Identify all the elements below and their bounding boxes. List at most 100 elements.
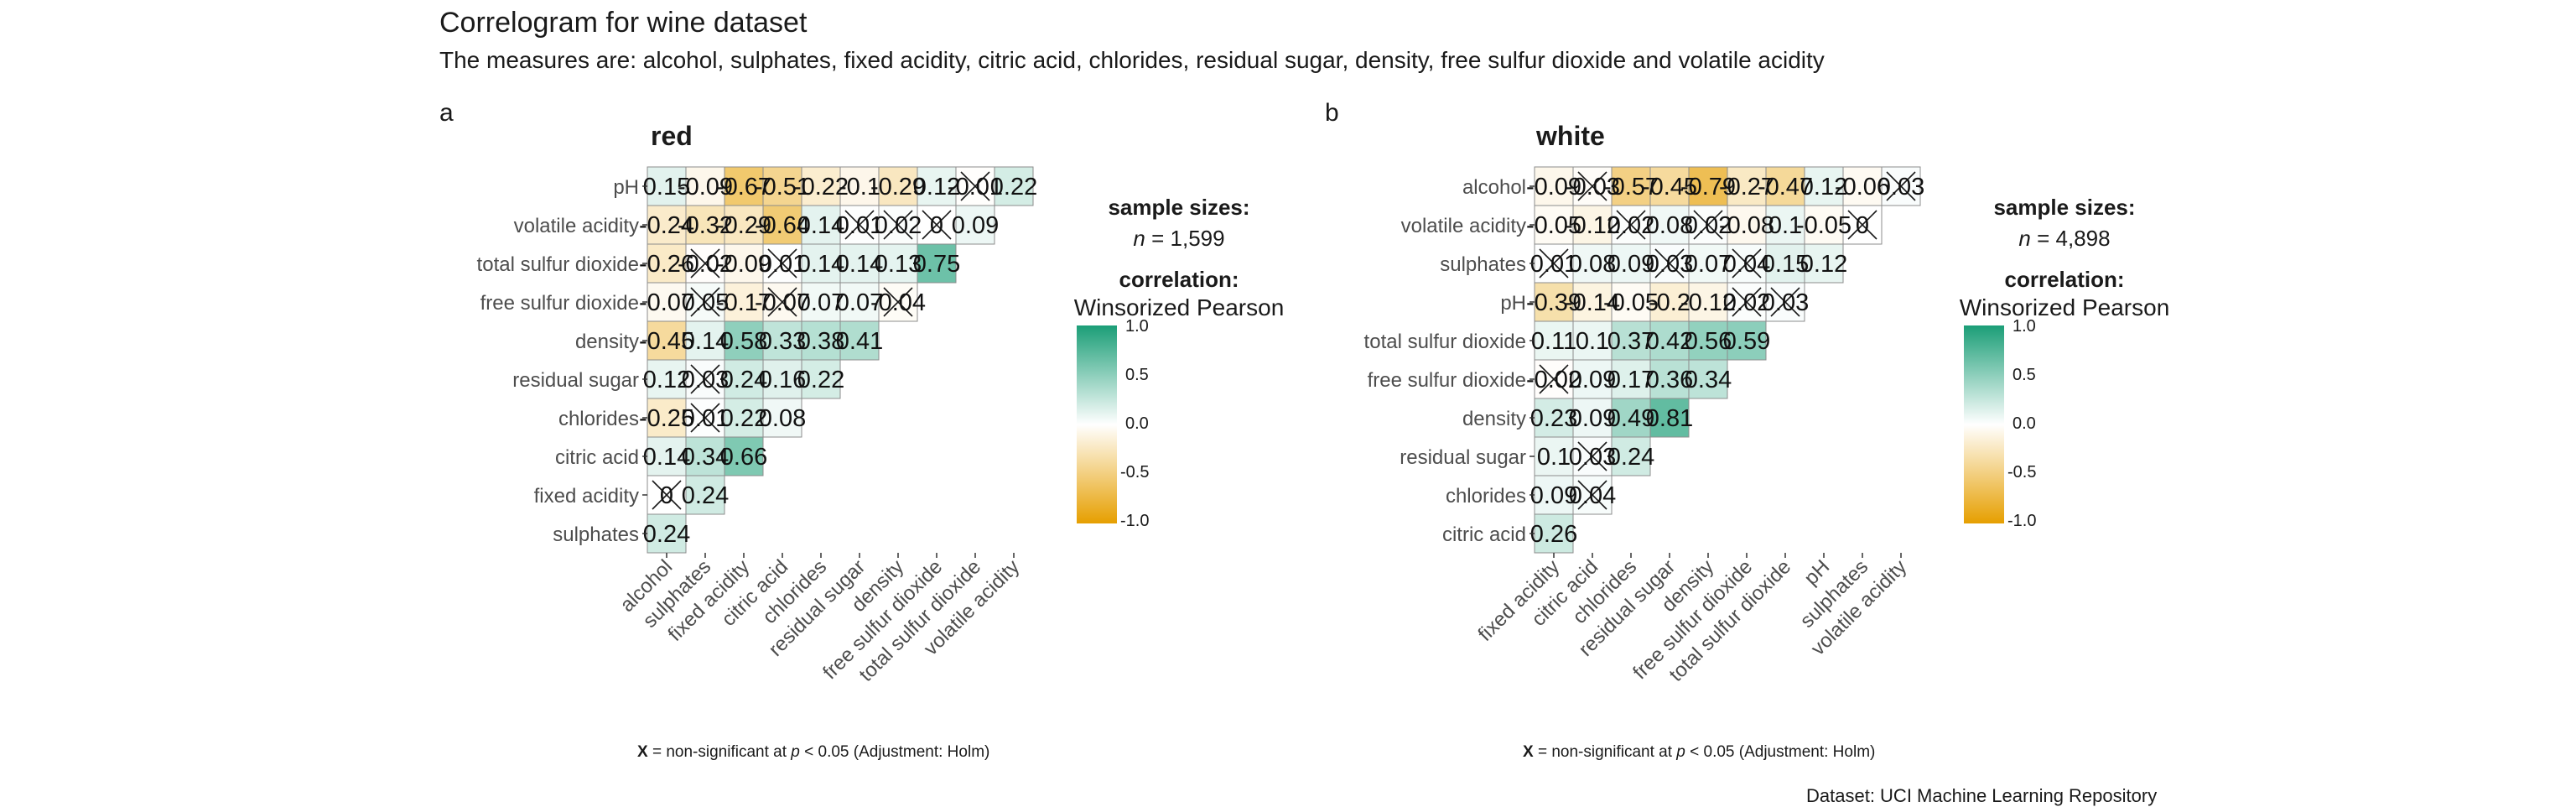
cell-value-label: -0.47 (1758, 174, 1813, 200)
cell-value-label: -0.06 (1835, 174, 1890, 200)
cell-value-label: -0.07 (639, 289, 694, 316)
heat-cell (1804, 205, 1844, 245)
nonsignificant-cross (1693, 210, 1723, 240)
cell-value-label: 0.37 (1607, 328, 1654, 355)
cell-value-label: -0.32 (678, 212, 733, 239)
footnote-red: X = non-significant at p < 0.05 (Adjustm… (637, 743, 989, 762)
cell-value-label: 0.09 (1569, 367, 1616, 393)
nonsignificant-cross (883, 210, 913, 240)
cell-value-label: 0.15 (643, 174, 690, 200)
y-tick-label: citric acid (555, 446, 639, 469)
cell-value-label: 0.02 (1607, 212, 1654, 239)
heat-cell (762, 320, 802, 361)
heat-cell (1804, 243, 1844, 284)
sample-size-value: 1,599 (1170, 226, 1225, 251)
cell-value-label: -0.09 (716, 251, 771, 278)
nonsignificant-cross (1732, 287, 1762, 317)
cell-value-label: 0.22 (990, 174, 1037, 200)
cell-value-label: 0.08 (759, 405, 806, 432)
cell-value-label: 0.09 (952, 212, 999, 239)
y-tick-label: volatile acidity (514, 215, 639, 237)
cell-value-label: 0.09 (1607, 251, 1654, 278)
cell-value-label: 0.34 (1685, 367, 1732, 393)
heat-cell (1572, 282, 1613, 322)
cell-value-label: -0.25 (639, 405, 694, 432)
heat-cell (839, 243, 880, 284)
nonsignificant-cross (690, 403, 720, 433)
y-tick-label: chlorides (1446, 485, 1526, 508)
heat-cell (1572, 359, 1613, 399)
cell-value-label: 0.13 (875, 251, 922, 278)
y-tick-label: free sulfur dioxide (1368, 369, 1526, 392)
nonsignificant-cross (1732, 248, 1762, 279)
heat-cell (878, 243, 918, 284)
cell-value-label: 0.01 (1530, 251, 1577, 278)
cell-value-label: 0.11 (1531, 328, 1576, 355)
heat-cell (1649, 398, 1690, 438)
cell-value-label: -0.09 (678, 174, 733, 200)
heat-cell (1649, 205, 1690, 245)
y-tick-label: fixed acidity (534, 485, 639, 508)
footnote-white: X = non-significant at p < 0.05 (Adjustm… (1523, 743, 1875, 762)
heat-cell (917, 243, 957, 284)
cell-value-label: 0.03 (1646, 251, 1693, 278)
heat-cell (1727, 320, 1767, 361)
cell-value-label: 0.03 (1762, 289, 1809, 316)
nonsignificant-cross (767, 287, 797, 317)
legend-tick: -0.5 (2007, 463, 2037, 482)
footnote-p: p (791, 743, 800, 761)
heat-cell (1611, 436, 1651, 476)
sample-sizes-label: sample sizes: (1993, 195, 2136, 220)
cell-value-label: -0.22 (793, 174, 849, 200)
nonsignificant-cross (690, 364, 720, 394)
cell-value-label: -0.67 (716, 174, 771, 200)
heat-cell (1611, 282, 1651, 322)
cell-value-label: 0.02 (875, 212, 922, 239)
nonsignificant-cross (1539, 248, 1569, 279)
side-legend-red: sample sizes: n = 1,599 correlation: Win… (1053, 195, 1305, 321)
nonsignificant-cross (1886, 171, 1916, 201)
cell-value-label: 0.24 (1607, 444, 1654, 471)
heat-cell (1649, 359, 1690, 399)
y-tick-label: pH (1500, 292, 1526, 315)
cell-value-label: -0.09 (1526, 174, 1581, 200)
nonsignificant-cross (883, 287, 913, 317)
footnote-text: = non-significant at (1533, 743, 1677, 761)
heat-cell (647, 398, 687, 438)
cell-value-label: 0.24 (643, 521, 690, 548)
heat-cell (801, 243, 841, 284)
heat-cell (1534, 436, 1574, 476)
cell-value-label: 0.01 (836, 212, 883, 239)
cell-value-label: 0.1 (1576, 328, 1609, 355)
heat-cell (839, 320, 880, 361)
y-tick-label: total sulfur dioxide (477, 253, 639, 276)
cell-value-label: -0.04 (870, 289, 926, 316)
heat-cell (801, 166, 841, 206)
heat-cell (1534, 166, 1574, 206)
heat-cell (1611, 359, 1651, 399)
cell-value-label: -0.29 (870, 174, 926, 200)
heat-cell (1572, 243, 1613, 284)
color-legend-bar-white (1964, 325, 2004, 523)
cell-value-label: 0.14 (836, 251, 883, 278)
cell-value-label: -0.64 (755, 212, 810, 239)
cell-value-label: 0.09 (1530, 482, 1577, 509)
cell-value-label: -0.02 (1526, 367, 1581, 393)
heat-cell (1572, 398, 1613, 438)
cell-value-label: 0.1 (1768, 212, 1802, 239)
y-tick-label: alcohol (1462, 176, 1526, 199)
y-tick-label: residual sugar (512, 369, 639, 392)
cell-value-label: 0.12 (643, 367, 690, 393)
cell-value-label: 0.08 (1569, 251, 1616, 278)
cell-value-label: 0.14 (797, 251, 844, 278)
cell-value-label: 0.01 (759, 251, 806, 278)
legend-tick: 0.5 (2012, 366, 2036, 384)
heat-cell (685, 205, 725, 245)
y-tick-label: citric acid (1442, 523, 1526, 546)
nonsignificant-cross (1539, 364, 1569, 394)
heat-cell (1611, 398, 1651, 438)
nonsignificant-cross (1654, 248, 1685, 279)
nonsignificant-cross (960, 171, 990, 201)
y-tick-label: free sulfur dioxide (480, 292, 639, 315)
legend-tick: 0.0 (2012, 414, 2036, 433)
